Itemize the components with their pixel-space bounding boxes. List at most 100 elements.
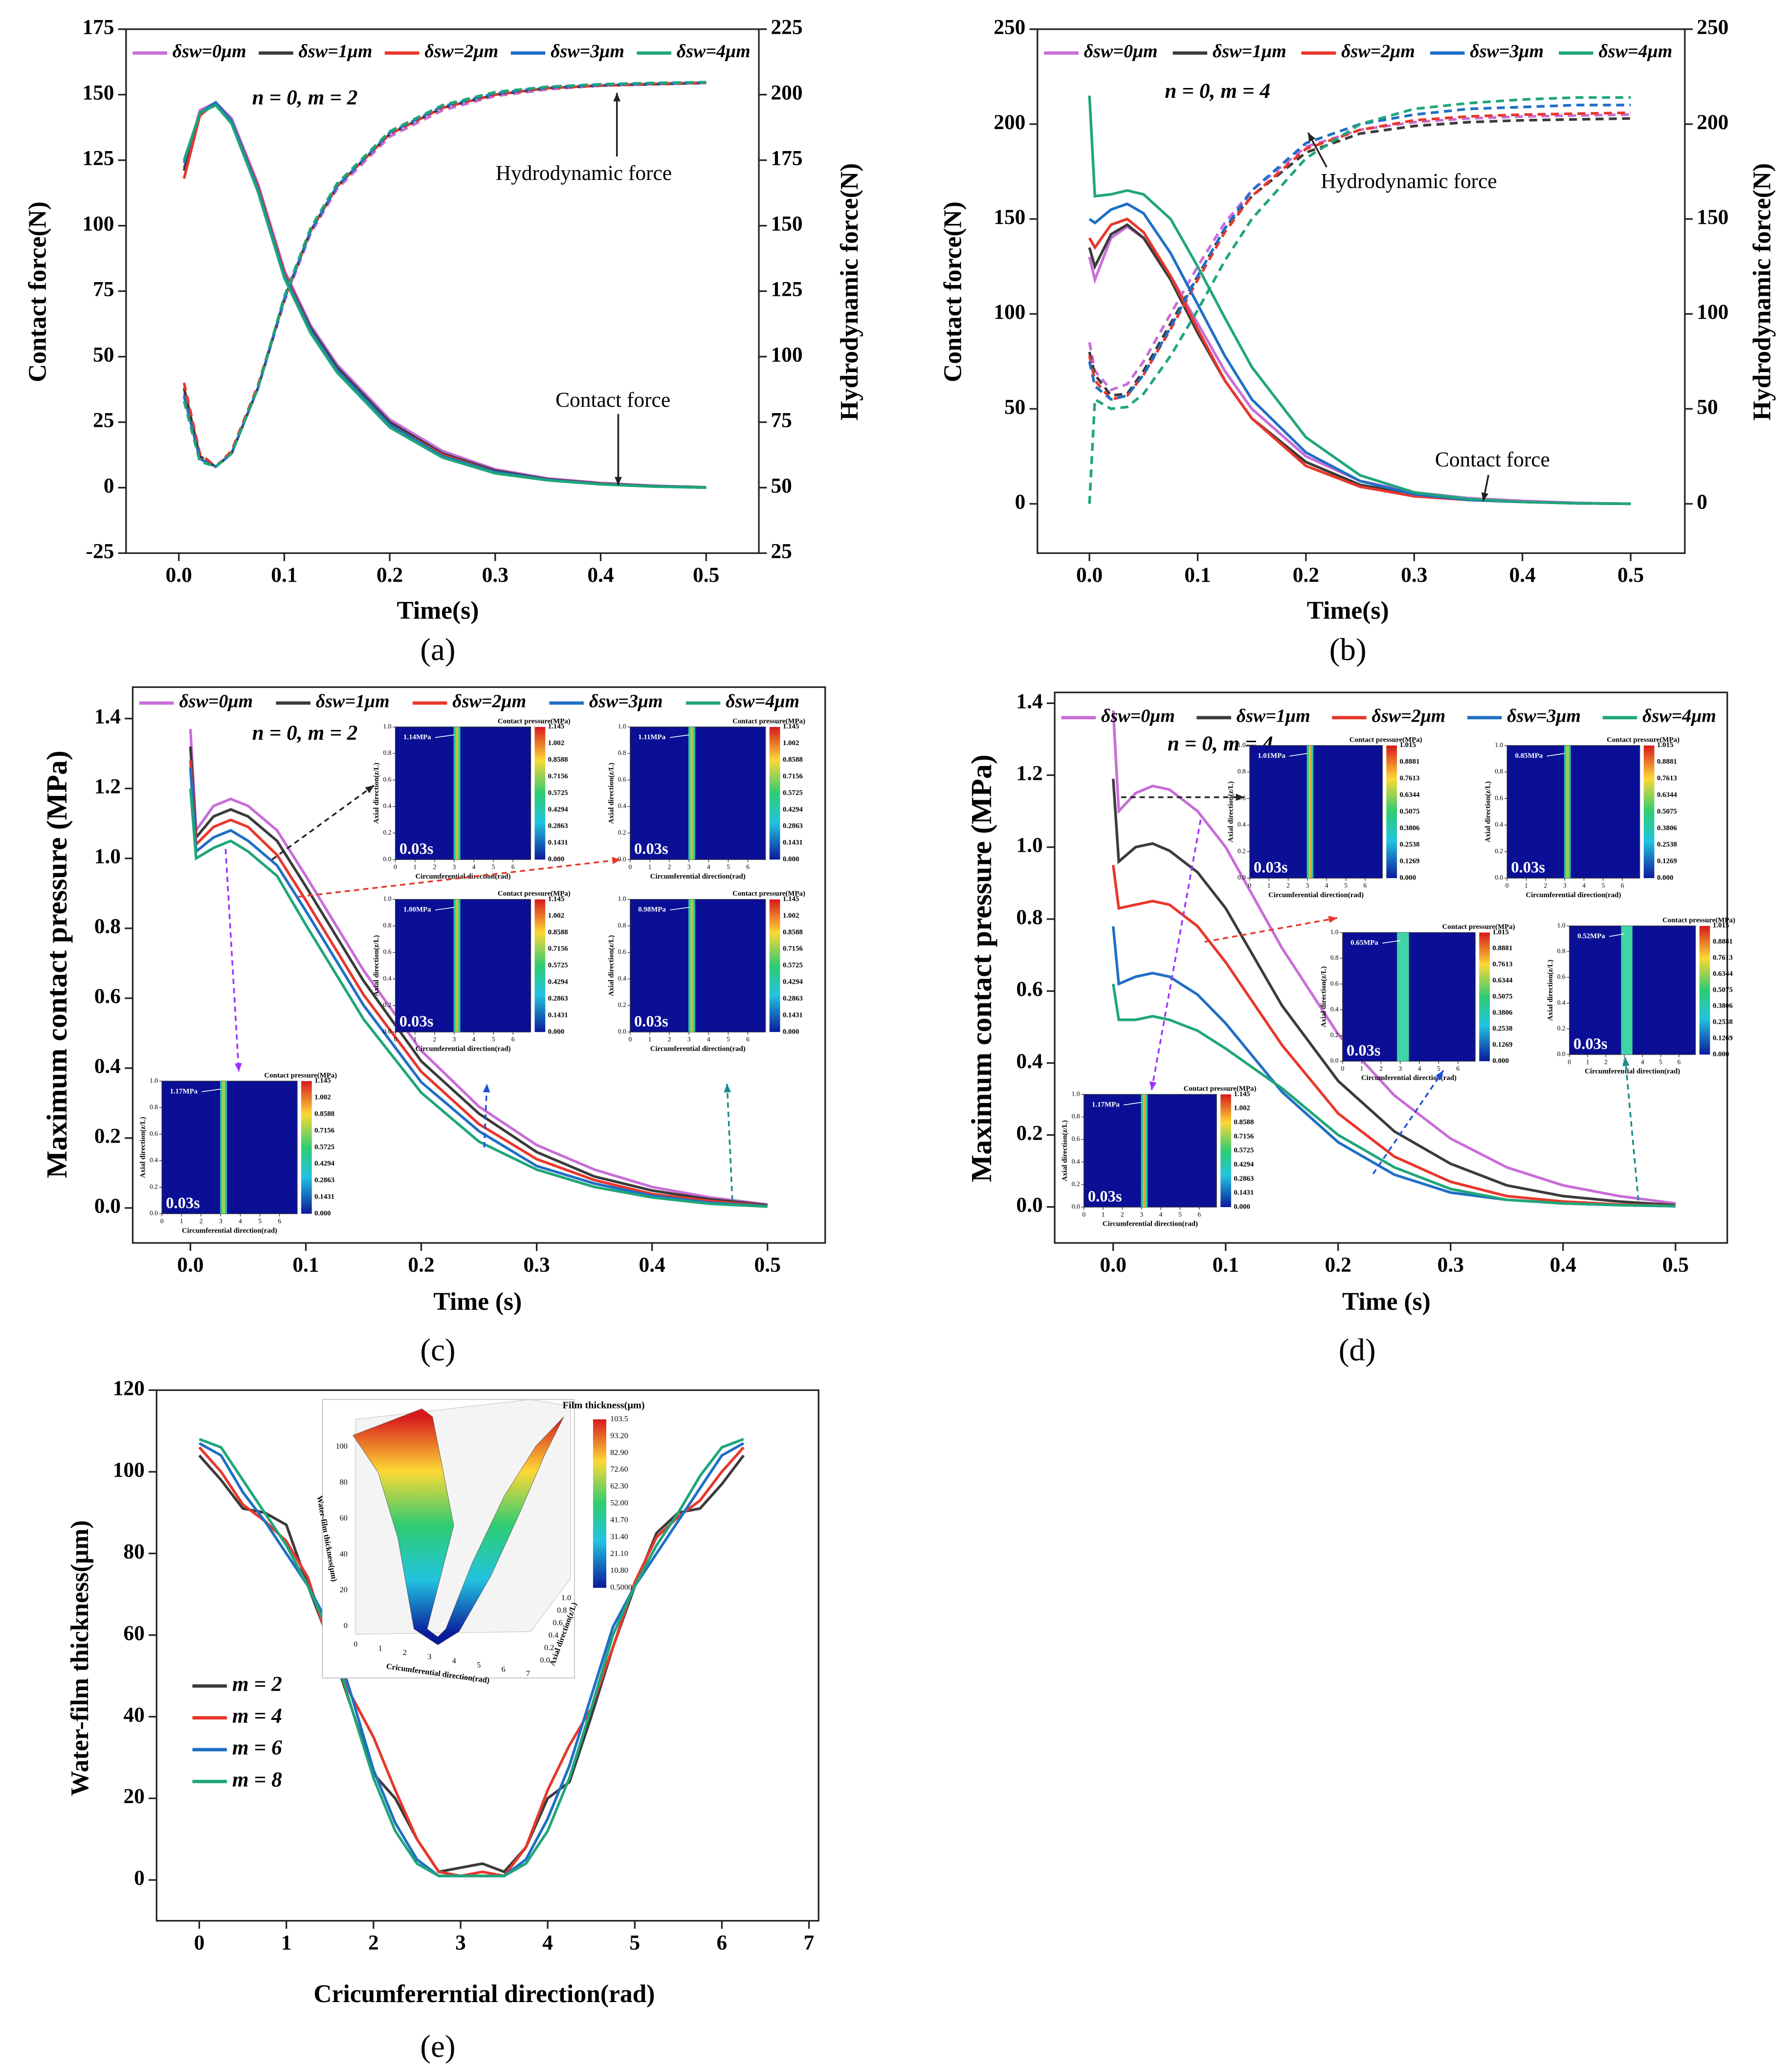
inset-y-tick-label: 1.0 (618, 895, 626, 903)
inset-x-tick-label: 1 (378, 1644, 382, 1653)
x-tick-label: 0.1 (271, 563, 297, 587)
colorbar-tick-label: 1.015 (1657, 741, 1674, 749)
plot-frame (155, 1389, 819, 1922)
x-tick-label: 1 (281, 1931, 292, 1955)
annotation-arrow (298, 859, 621, 898)
colorbar-tick-label: 0.8588 (783, 756, 803, 764)
inset-y-tick-label: 0.0 (383, 1028, 392, 1035)
colorbar (769, 899, 780, 1032)
arrow-head (612, 857, 621, 864)
inset-y-tick-label: 0.4 (618, 974, 626, 982)
colorbar-tick-label: 93.20 (610, 1431, 628, 1440)
pressure-stripe (453, 727, 461, 860)
colorbar-tick-label: 0.2538 (1492, 1025, 1512, 1033)
peak-label: 0.52MPa (1577, 932, 1605, 940)
inset-y-tick-label: 0.6 (150, 1130, 158, 1137)
colorbar-tick-label: 0.2863 (548, 822, 568, 830)
annotation: n = 0, m = 2 (252, 86, 358, 109)
y2-tick-label: 250 (1697, 16, 1728, 39)
colorbar-tick-label: 0.000 (1492, 1057, 1509, 1065)
y-tick-label: 75 (93, 278, 114, 301)
inset-x-tick-label: 4 (1325, 882, 1328, 889)
colorbar-tick-label: 0.000 (1234, 1203, 1250, 1211)
x-tick-label: 4 (542, 1931, 553, 1955)
colorbar-tick-label: 0.2538 (1713, 1018, 1733, 1026)
inset-y-tick-label: 1.0 (1072, 1090, 1080, 1097)
plot-frame (1054, 691, 1728, 1244)
colorbar-tick-label: 0.5725 (1234, 1146, 1254, 1154)
colorbar (1220, 1094, 1231, 1208)
inset-y-tick-label: 0.8 (383, 922, 392, 929)
colorbar-title: Contact pressure(MPa) (1442, 923, 1515, 931)
inset-y-tick-label: 0.6 (383, 775, 392, 783)
colorbar (593, 1419, 607, 1588)
inset-x-tick-label: 3 (219, 1217, 222, 1225)
x-tick-label: 0.5 (1662, 1253, 1689, 1277)
inset-y-label: Axial direction(z/L) (1061, 1120, 1069, 1181)
colorbar-tick-label: 0.3806 (1492, 1009, 1513, 1016)
y-tick-label: 150 (994, 205, 1025, 229)
inset-y-tick-label: 0.8 (1330, 954, 1339, 961)
inset-y-tick-label: 0.8 (150, 1103, 158, 1111)
y-tick-label: 0 (134, 1866, 145, 1890)
x-tick-label: 0.0 (166, 563, 192, 587)
inset-z-tick-label: 40 (340, 1549, 348, 1558)
inset-x-tick-label: 2 (1604, 1058, 1608, 1065)
arrow-head (1236, 794, 1245, 801)
legend-label: δsw=1μm (316, 691, 390, 712)
x-tick-label: 0.5 (1617, 563, 1644, 587)
colorbar-tick-label: 0.7156 (783, 945, 803, 953)
heatmap-background (395, 727, 531, 860)
y2-tick-label: 225 (771, 16, 802, 39)
legend-label: δsw=0μm (1101, 706, 1175, 727)
inset-z-tick-label: 100 (336, 1442, 348, 1451)
series-line (198, 1446, 745, 1877)
colorbar-tick-label: 1.145 (314, 1077, 331, 1085)
pressure-stripe (1141, 1094, 1148, 1208)
inset-x-tick-label: 4 (472, 863, 476, 871)
time-label: 0.03s (634, 1013, 668, 1030)
x-axis-label: Cricumfererntial direction(rad) (313, 1980, 655, 2008)
colorbar-tick-label: 31.40 (610, 1532, 628, 1541)
annotation: n = 0, m = 4 (1165, 79, 1270, 103)
colorbar-tick-label: 0.1269 (1713, 1035, 1733, 1042)
arrow-head (724, 1083, 731, 1093)
inset-x-tick-label: 2 (433, 863, 436, 871)
y-tick-label: 0.6 (94, 985, 121, 1008)
inset-x-tick-label: 3 (1305, 882, 1309, 889)
inset-y-tick-label: 1.0 (618, 723, 626, 730)
inset-x-tick-label: 3 (427, 1653, 431, 1661)
inset-x-label: Circumferential direction(rad) (1361, 1074, 1457, 1082)
inset-y-tick-label: 0.0 (540, 1656, 550, 1665)
inset-y-tick-label: 1.0 (383, 723, 392, 730)
y2-tick-label: 25 (771, 539, 792, 563)
series-line (1112, 778, 1676, 1207)
colorbar-tick-label: 0.8588 (1234, 1118, 1254, 1126)
y-tick-label: 20 (123, 1785, 144, 1808)
inset-y-tick-label: 0.2 (383, 1001, 392, 1009)
colorbar-title: Contact pressure(MPa) (1662, 916, 1735, 924)
colorbar-tick-label: 0.1269 (1492, 1041, 1512, 1049)
series-line (1112, 983, 1676, 1208)
colorbar-tick-label: 1.015 (1492, 928, 1509, 936)
x-tick-label: 0.3 (1437, 1253, 1464, 1277)
inset-y-tick-label: 0.4 (618, 802, 626, 810)
inset-x-tick-label: 2 (1379, 1065, 1383, 1072)
legend-label: δsw=2μm (452, 691, 526, 712)
inset-x-tick-label: 3 (453, 863, 456, 871)
inset-x-tick-label: 2 (1286, 882, 1290, 889)
inset-y-tick-label: 0.2 (1238, 847, 1246, 855)
legend-label: m = 8 (232, 1768, 282, 1791)
heatmap-background (1249, 745, 1383, 879)
y2-tick-label: 50 (771, 474, 792, 497)
x-tick-label: 0.4 (639, 1253, 665, 1277)
x-tick-label: 0.4 (587, 563, 614, 587)
inset-y-tick-label: 0.6 (1330, 980, 1339, 987)
inset-y-tick-label: 0.4 (1495, 821, 1503, 828)
inset-x-tick-label: 4 (239, 1217, 242, 1225)
y2-tick-label: 100 (1697, 300, 1728, 324)
colorbar-tick-label: 1.015 (1713, 922, 1729, 929)
inset-y-tick-label: 0.8 (557, 1606, 567, 1615)
colorbar-tick-label: 1.145 (783, 895, 799, 903)
inset-x-tick-label: 1 (1102, 1211, 1105, 1218)
